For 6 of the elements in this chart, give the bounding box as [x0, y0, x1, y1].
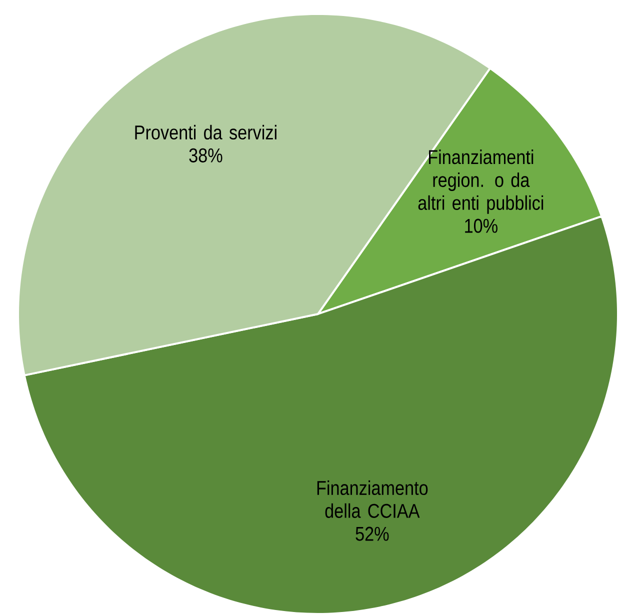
data-label: 10%	[465, 218, 498, 233]
data-label: 38%	[189, 148, 222, 162]
data-label: 52%	[356, 526, 389, 541]
slice-label: Finanziamenti region. o da altri enti pubblici	[418, 150, 544, 214]
slice-label: Finanziamento della CCIAA	[317, 480, 428, 518]
slice-label: Proventi da servizi	[135, 124, 276, 140]
